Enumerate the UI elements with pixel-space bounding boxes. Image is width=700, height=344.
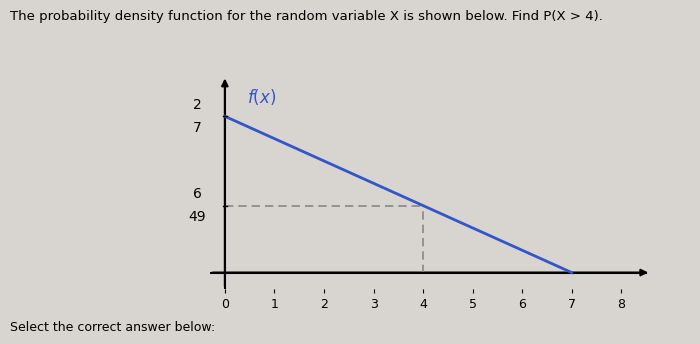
Text: The probability density function for the random variable X is shown below. Find : The probability density function for the… [10,10,603,23]
Text: 49: 49 [189,210,206,224]
Text: 7: 7 [193,121,202,135]
Text: $f(x)$: $f(x)$ [247,87,276,107]
Text: 2: 2 [193,98,202,112]
Text: 6: 6 [193,187,202,201]
Text: Select the correct answer below:: Select the correct answer below: [10,321,216,334]
